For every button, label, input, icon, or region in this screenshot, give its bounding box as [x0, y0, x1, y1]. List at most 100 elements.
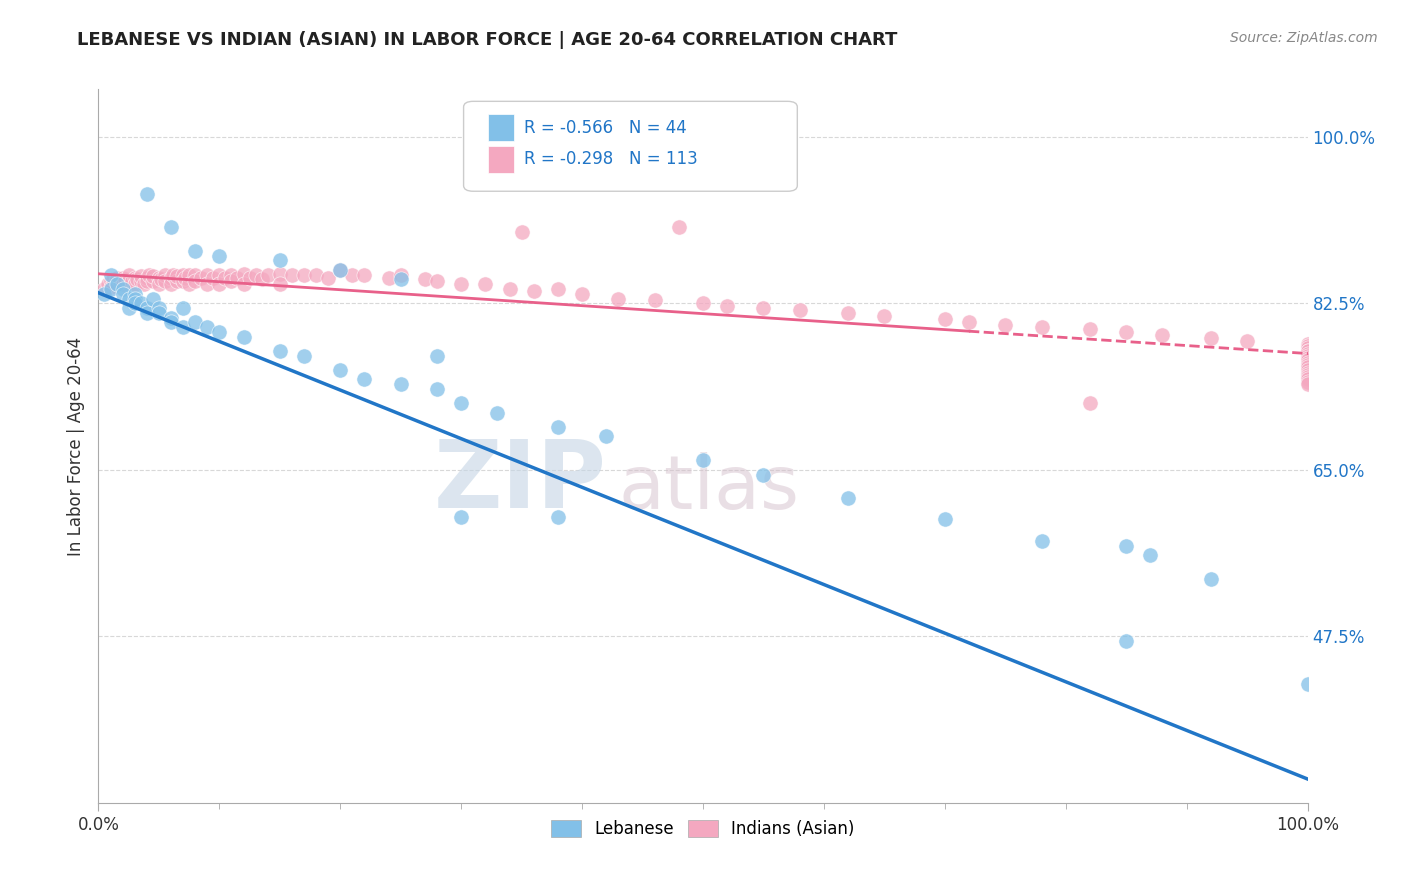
Point — [1296, 366, 1319, 380]
Point — [208, 268, 231, 282]
Point — [195, 268, 218, 282]
Point — [172, 268, 194, 282]
Point — [118, 292, 141, 306]
Point — [172, 274, 194, 288]
Point — [716, 299, 738, 313]
Point — [994, 318, 1017, 333]
Point — [498, 282, 520, 296]
Point — [1031, 320, 1053, 334]
Point — [129, 296, 152, 310]
Point — [353, 268, 375, 282]
Point — [547, 510, 569, 524]
Point — [1296, 369, 1319, 384]
Point — [239, 270, 262, 285]
Point — [450, 277, 472, 292]
Point — [1296, 353, 1319, 368]
Point — [166, 274, 188, 288]
Point — [160, 270, 183, 285]
Point — [129, 274, 152, 288]
Point — [1115, 634, 1137, 648]
Point — [208, 325, 231, 339]
Point — [329, 363, 352, 377]
Point — [668, 220, 690, 235]
Point — [389, 377, 412, 392]
Point — [124, 286, 146, 301]
Point — [1296, 377, 1319, 392]
Point — [148, 301, 170, 315]
Point — [214, 270, 236, 285]
Point — [329, 263, 352, 277]
Point — [250, 272, 273, 286]
Point — [221, 268, 243, 282]
Point — [179, 268, 201, 282]
Point — [162, 268, 184, 282]
Point — [1031, 534, 1053, 549]
Point — [245, 268, 267, 282]
Point — [118, 274, 141, 288]
Point — [142, 268, 165, 283]
Point — [166, 268, 188, 283]
Point — [329, 263, 352, 277]
Point — [148, 306, 170, 320]
Point — [595, 429, 617, 443]
Point — [1296, 351, 1319, 365]
Point — [135, 301, 157, 315]
Point — [148, 270, 170, 285]
Point — [93, 286, 115, 301]
Point — [269, 267, 291, 281]
Point — [150, 272, 173, 286]
Point — [607, 292, 630, 306]
Point — [160, 277, 183, 292]
Point — [221, 274, 243, 288]
Text: R = -0.566   N = 44: R = -0.566 N = 44 — [524, 119, 686, 136]
Point — [1296, 359, 1319, 374]
Point — [142, 274, 165, 288]
Point — [97, 277, 120, 292]
Point — [377, 270, 399, 285]
Point — [135, 306, 157, 320]
Point — [179, 277, 201, 292]
Text: R = -0.298   N = 113: R = -0.298 N = 113 — [524, 150, 697, 168]
Point — [256, 268, 278, 282]
Point — [135, 186, 157, 201]
Point — [510, 225, 533, 239]
Text: Source: ZipAtlas.com: Source: ZipAtlas.com — [1230, 31, 1378, 45]
Point — [190, 270, 212, 285]
Y-axis label: In Labor Force | Age 20-64: In Labor Force | Age 20-64 — [66, 336, 84, 556]
Point — [269, 277, 291, 292]
Point — [1296, 343, 1319, 358]
Point — [105, 277, 128, 292]
FancyBboxPatch shape — [488, 114, 515, 141]
Point — [644, 293, 666, 308]
Point — [108, 274, 131, 288]
Point — [281, 268, 304, 282]
Point — [124, 296, 146, 310]
Point — [1115, 325, 1137, 339]
Point — [148, 277, 170, 292]
Point — [1296, 341, 1319, 355]
Point — [1296, 356, 1319, 370]
Point — [160, 220, 183, 235]
FancyBboxPatch shape — [464, 102, 797, 191]
Point — [957, 315, 980, 329]
Point — [100, 280, 122, 294]
Point — [111, 282, 134, 296]
Point — [1236, 334, 1258, 349]
Point — [1199, 572, 1222, 586]
Point — [195, 277, 218, 292]
Point — [135, 270, 157, 285]
Point — [292, 349, 315, 363]
Point — [934, 312, 956, 326]
Point — [100, 274, 122, 288]
Point — [269, 343, 291, 358]
Point — [124, 292, 146, 306]
Point — [105, 277, 128, 292]
Point — [789, 302, 811, 317]
Point — [114, 272, 136, 286]
Point — [184, 268, 207, 282]
Point — [474, 277, 496, 292]
Point — [316, 270, 339, 285]
Point — [1139, 549, 1161, 563]
Point — [1152, 327, 1174, 342]
Point — [134, 277, 156, 292]
